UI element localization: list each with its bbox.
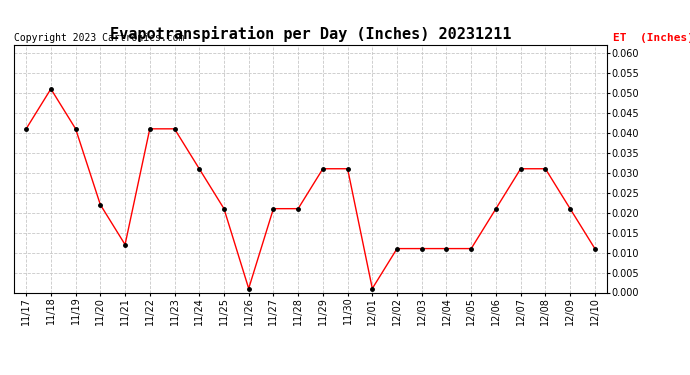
Title: Evapotranspiration per Day (Inches) 20231211: Evapotranspiration per Day (Inches) 2023… xyxy=(110,27,511,42)
Text: ET  (Inches): ET (Inches) xyxy=(613,33,690,42)
Text: Copyright 2023 Cartronics.com: Copyright 2023 Cartronics.com xyxy=(14,33,184,42)
